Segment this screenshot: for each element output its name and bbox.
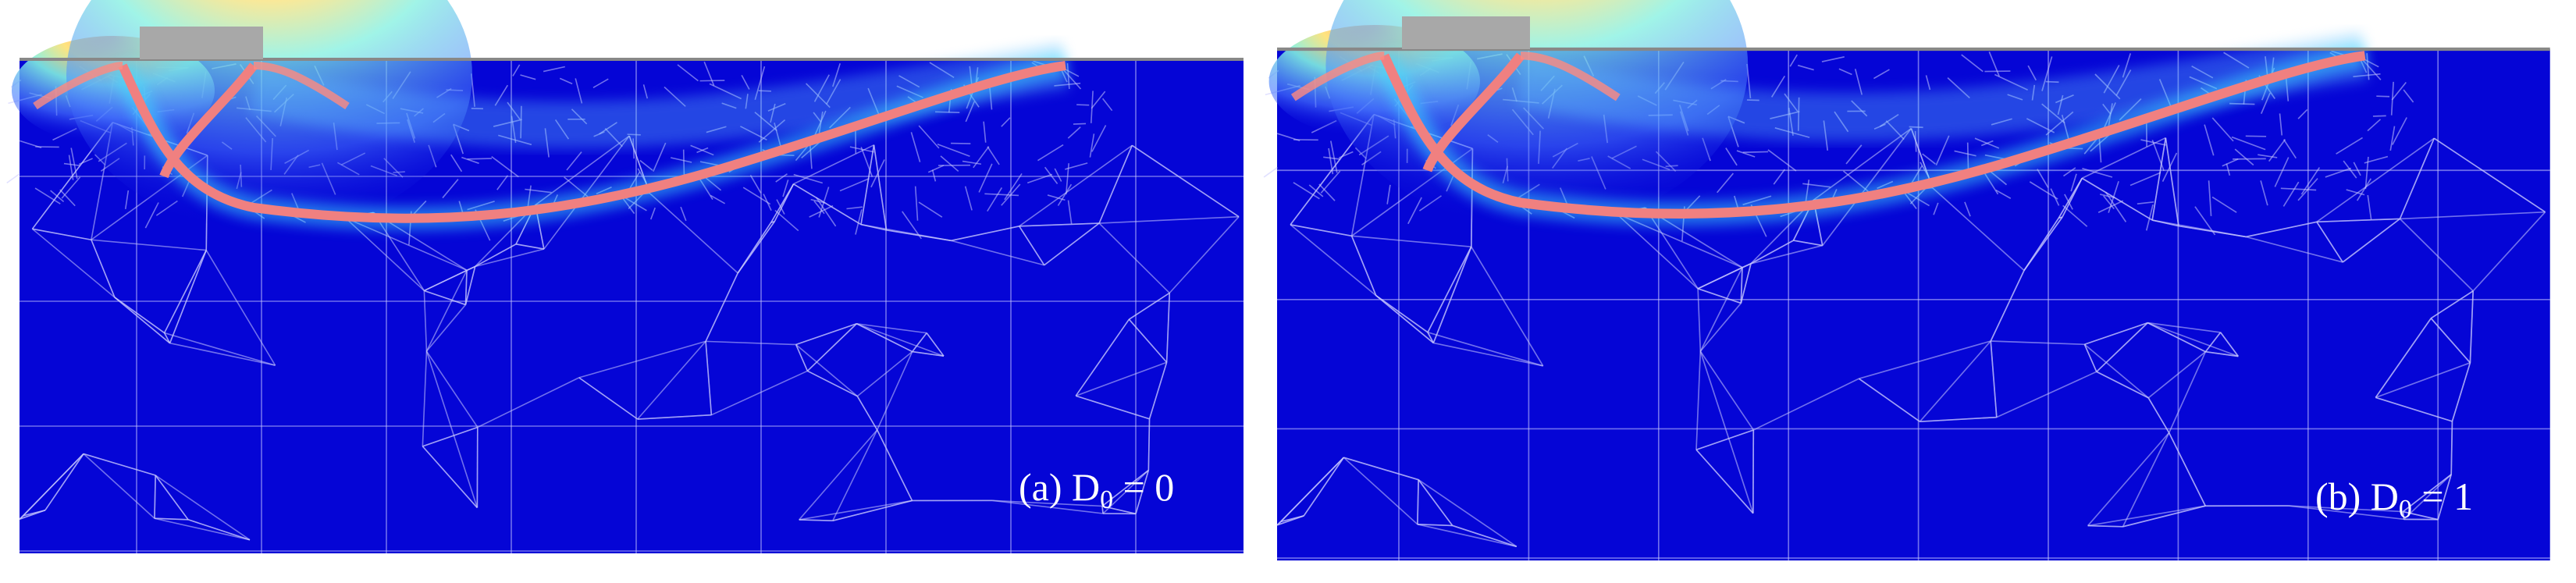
panel-a: (a) D0 = 0 <box>7 0 1244 553</box>
panel-label: (a) D0 = 0 <box>1019 465 1174 514</box>
label-text: = 0 <box>1113 465 1174 509</box>
label-text: (a) D <box>1019 465 1100 509</box>
label-text: = 1 <box>2412 475 2473 518</box>
label-text: (b) D <box>2315 475 2399 518</box>
label-subscript: 0 <box>2399 495 2412 524</box>
footing <box>1402 16 1530 49</box>
label-subscript: 0 <box>1100 485 1113 514</box>
footing <box>140 27 263 59</box>
panel-label: (b) D0 = 1 <box>2315 475 2473 524</box>
panel-b: (b) D0 = 1 <box>1264 0 2550 560</box>
